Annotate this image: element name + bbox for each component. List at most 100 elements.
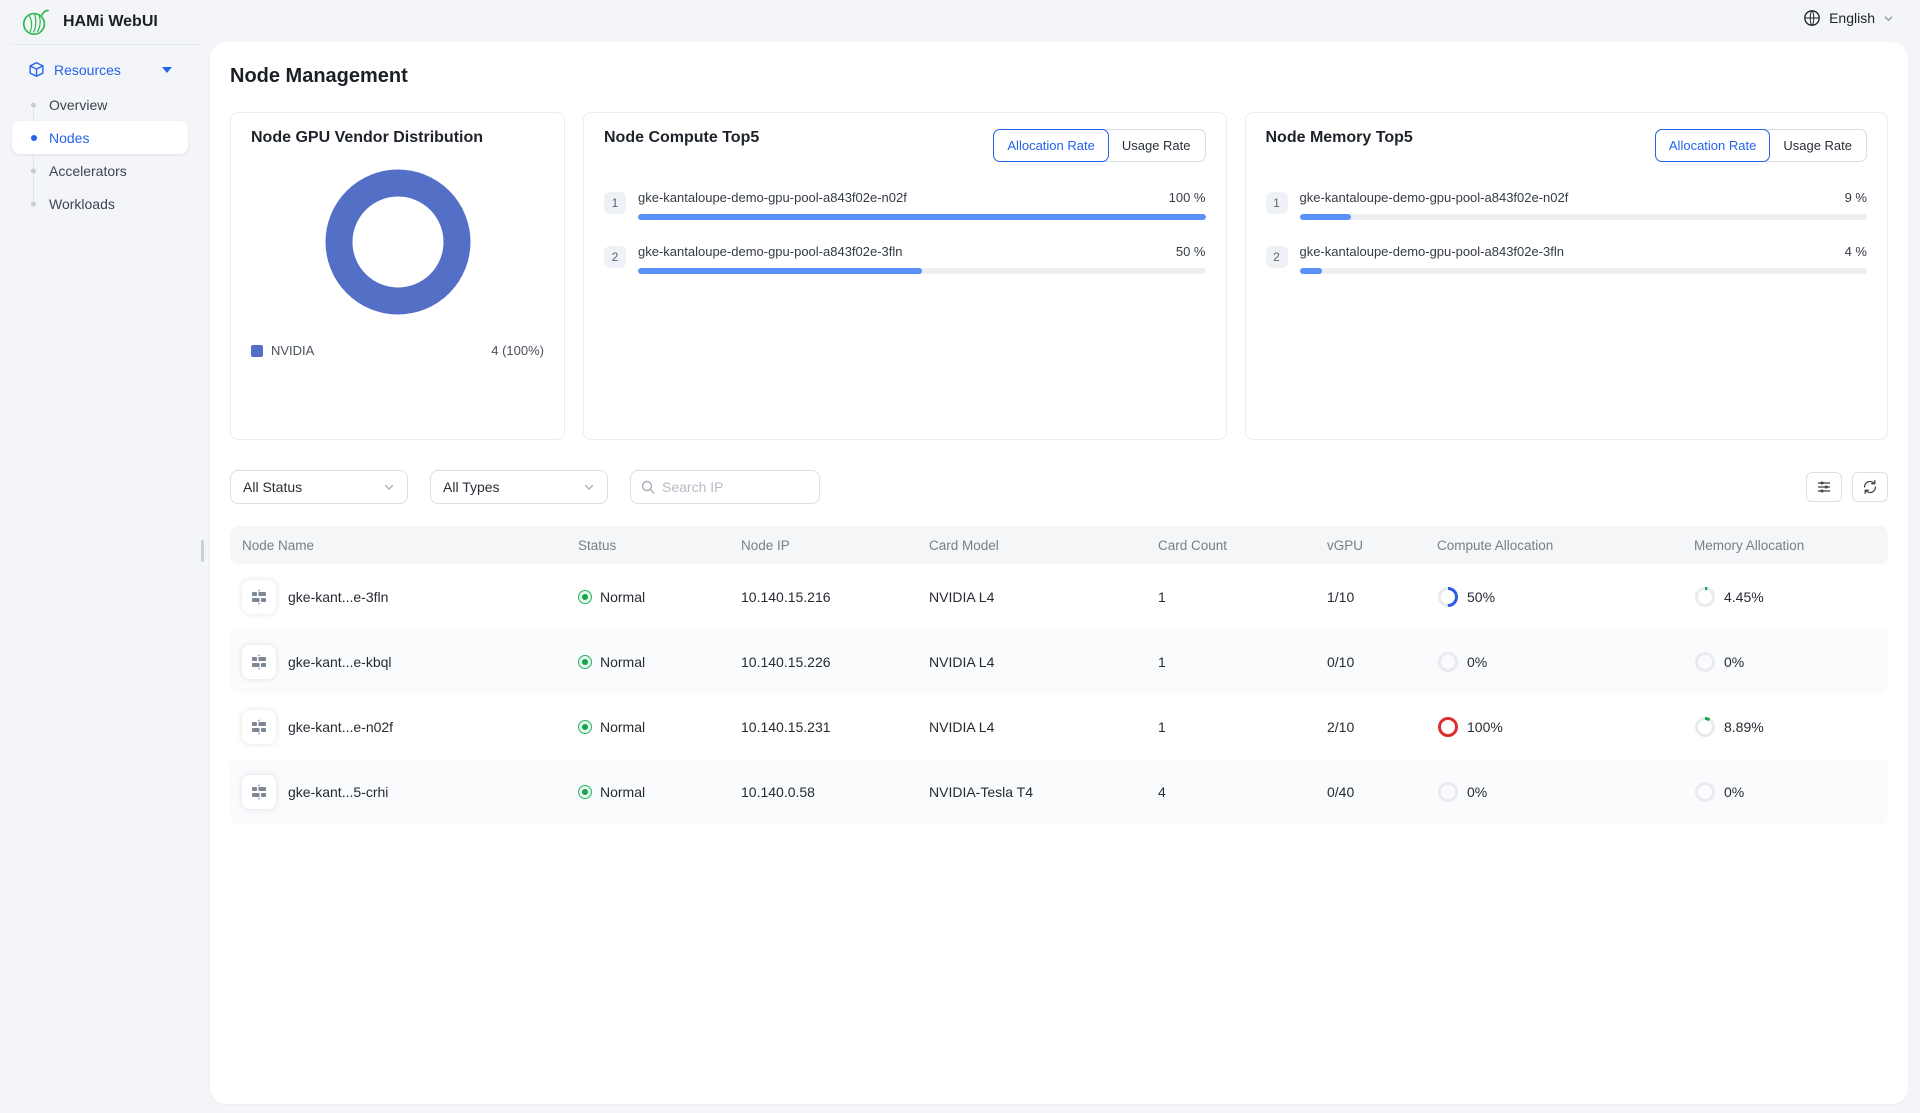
summary-cards: Node GPU Vendor Distribution NVIDIA 4 (1… bbox=[230, 112, 1888, 440]
card-title: Node Compute Top5 bbox=[604, 129, 760, 146]
column-settings-button[interactable] bbox=[1806, 472, 1842, 502]
card-count: 4 bbox=[1158, 783, 1166, 800]
status-normal-icon bbox=[578, 784, 592, 799]
type-filter-value: All Types bbox=[443, 479, 500, 495]
col-status: Status bbox=[578, 537, 617, 553]
sidebar-item-label: Nodes bbox=[49, 129, 90, 146]
compute-allocation-value: 0% bbox=[1467, 783, 1488, 800]
table-row[interactable]: gke-kant...e-3fln Normal 10.140.15.216 N… bbox=[230, 564, 1888, 629]
percent-value: 100 % bbox=[1168, 190, 1206, 205]
legend-item-nvidia[interactable]: NVIDIA 4 (100%) bbox=[251, 343, 544, 358]
node-icon bbox=[242, 579, 276, 614]
card-model: NVIDIA L4 bbox=[929, 653, 995, 670]
sidebar: HAMi WebUI Resources Overview Nodes Acce… bbox=[0, 0, 210, 1113]
memory-allocation-value: 4.45% bbox=[1724, 588, 1764, 605]
refresh-icon bbox=[1862, 479, 1878, 495]
sidebar-item-nodes[interactable]: Nodes bbox=[12, 121, 188, 154]
rank-badge: 2 bbox=[1265, 246, 1288, 268]
status-text: Normal bbox=[600, 783, 646, 800]
tab-allocation-rate[interactable]: Allocation Rate bbox=[1654, 129, 1771, 162]
progress-track bbox=[638, 268, 1206, 274]
sidebar-item-overview[interactable]: Overview bbox=[12, 88, 188, 121]
rank-badge: 1 bbox=[604, 192, 626, 214]
progress-track bbox=[1299, 214, 1867, 220]
sidebar-item-label: Workloads bbox=[49, 195, 115, 212]
refresh-button[interactable] bbox=[1852, 472, 1888, 502]
card-count: 1 bbox=[1158, 718, 1166, 735]
card-node-memory-top5: Node Memory Top5 Allocation Rate Usage R… bbox=[1244, 112, 1888, 440]
status-text: Normal bbox=[600, 653, 646, 670]
card-count: 1 bbox=[1158, 588, 1166, 605]
percent-value: 4 % bbox=[1844, 244, 1867, 259]
legend-swatch bbox=[251, 344, 263, 357]
vgpu-value: 0/40 bbox=[1327, 783, 1355, 800]
sidebar-tree: Overview Nodes Accelerators Workloads bbox=[0, 88, 210, 220]
cube-icon bbox=[28, 61, 45, 78]
node-name: gke-kant...5-crhi bbox=[288, 783, 389, 800]
col-compute-allocation: Compute Allocation bbox=[1437, 537, 1554, 553]
type-filter-select[interactable]: All Types bbox=[430, 470, 608, 504]
table-header: Node Name Status Node IP Card Model Card… bbox=[230, 526, 1888, 564]
node-icon bbox=[242, 709, 276, 744]
card-model: NVIDIA L4 bbox=[929, 718, 995, 735]
top5-item: 1 gke-kantaloupe-demo-gpu-pool-a843f02e-… bbox=[1265, 190, 1867, 220]
top5-item: 2 gke-kantaloupe-demo-gpu-pool-a843f02e-… bbox=[1265, 244, 1867, 274]
status-normal-icon bbox=[578, 589, 592, 604]
vgpu-value: 1/10 bbox=[1327, 588, 1355, 605]
chevron-down-icon bbox=[383, 481, 395, 493]
hami-logo-icon bbox=[20, 7, 50, 37]
search-icon bbox=[641, 480, 655, 494]
sidebar-divider bbox=[10, 44, 200, 45]
tab-allocation-rate[interactable]: Allocation Rate bbox=[993, 129, 1109, 162]
rank-badge: 1 bbox=[1265, 192, 1288, 214]
table-row[interactable]: gke-kant...5-crhi Normal 10.140.0.58 NVI… bbox=[230, 759, 1888, 824]
compute-rate-toggle: Allocation Rate Usage Rate bbox=[993, 129, 1206, 162]
compute-allocation-value: 100% bbox=[1467, 718, 1503, 735]
rank-badge: 2 bbox=[604, 246, 626, 268]
language-selector[interactable]: English bbox=[1803, 9, 1894, 27]
col-node-ip: Node IP bbox=[741, 537, 790, 553]
card-model: NVIDIA L4 bbox=[929, 588, 995, 605]
sidebar-section-resources[interactable]: Resources bbox=[12, 57, 200, 82]
nodes-table: Node Name Status Node IP Card Model Card… bbox=[230, 526, 1888, 824]
card-node-compute-top5: Node Compute Top5 Allocation Rate Usage … bbox=[583, 112, 1227, 440]
chevron-down-icon bbox=[1883, 13, 1894, 24]
node-name: gke-kantaloupe-demo-gpu-pool-a843f02e-n0… bbox=[638, 190, 907, 205]
top5-item: 1 gke-kantaloupe-demo-gpu-pool-a843f02e-… bbox=[604, 190, 1206, 220]
status-normal-icon bbox=[578, 719, 592, 734]
col-node-name: Node Name bbox=[242, 537, 315, 553]
memory-allocation-value: 0% bbox=[1724, 783, 1745, 800]
card-count: 1 bbox=[1158, 653, 1166, 670]
tab-usage-rate[interactable]: Usage Rate bbox=[1769, 130, 1866, 161]
col-card-model: Card Model bbox=[929, 537, 999, 553]
column-settings-icon bbox=[1816, 479, 1832, 495]
table-row[interactable]: gke-kant...e-n02f Normal 10.140.15.231 N… bbox=[230, 694, 1888, 759]
compute-allocation-ring bbox=[1437, 651, 1459, 673]
node-icon bbox=[242, 774, 276, 809]
search-ip-input[interactable] bbox=[662, 479, 809, 495]
legend-value: 4 (100%) bbox=[491, 343, 544, 358]
main-panel: Node Management Node GPU Vendor Distribu… bbox=[210, 42, 1908, 1104]
memory-allocation-ring bbox=[1694, 586, 1716, 608]
status-normal-icon bbox=[578, 654, 592, 669]
node-name: gke-kantaloupe-demo-gpu-pool-a843f02e-3f… bbox=[1299, 244, 1565, 259]
status-filter-value: All Status bbox=[243, 479, 303, 495]
status-filter-select[interactable]: All Status bbox=[230, 470, 408, 504]
memory-allocation-value: 0% bbox=[1724, 653, 1745, 670]
tab-usage-rate[interactable]: Usage Rate bbox=[1107, 130, 1205, 161]
sidebar-item-workloads[interactable]: Workloads bbox=[12, 187, 188, 220]
memory-allocation-value: 8.89% bbox=[1724, 718, 1764, 735]
sidebar-resize-handle[interactable] bbox=[201, 540, 204, 562]
node-ip: 10.140.15.231 bbox=[741, 718, 831, 735]
memory-rate-toggle: Allocation Rate Usage Rate bbox=[1654, 129, 1867, 162]
memory-allocation-ring bbox=[1694, 781, 1716, 803]
memory-allocation-ring bbox=[1694, 716, 1716, 738]
top5-item: 2 gke-kantaloupe-demo-gpu-pool-a843f02e-… bbox=[604, 244, 1206, 274]
node-ip: 10.140.0.58 bbox=[741, 783, 815, 800]
progress-track bbox=[638, 214, 1206, 220]
sidebar-item-accelerators[interactable]: Accelerators bbox=[12, 154, 188, 187]
chevron-down-icon bbox=[583, 481, 595, 493]
app-title: HAMi WebUI bbox=[63, 13, 158, 30]
page-title: Node Management bbox=[230, 65, 408, 87]
table-row[interactable]: gke-kant...e-kbql Normal 10.140.15.226 N… bbox=[230, 629, 1888, 694]
